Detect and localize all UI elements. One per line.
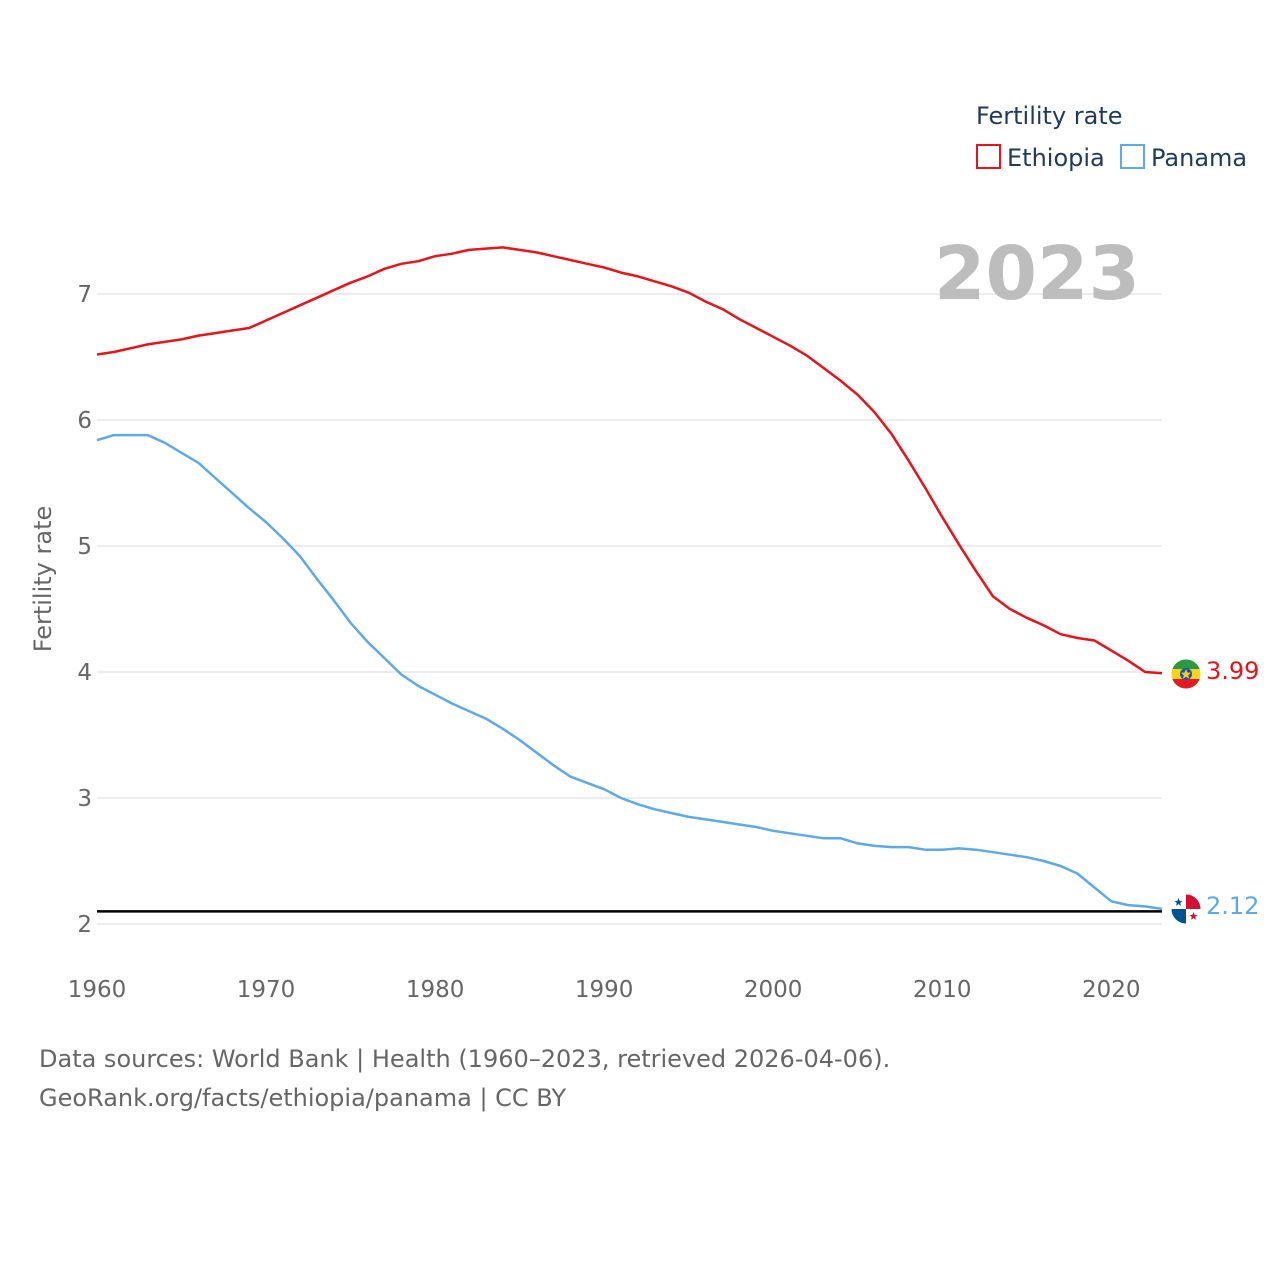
y-axis-ticks: 2 3 4 5 6 7	[77, 282, 92, 938]
y-tick-label-4: 4	[77, 660, 92, 686]
grid-lines	[97, 293, 1162, 925]
ethiopia-end-value: 3.99	[1206, 657, 1259, 685]
legend-title: Fertility rate	[976, 102, 1123, 130]
panama-flag-icon	[1170, 893, 1202, 925]
legend-swatch-ethiopia[interactable]	[976, 144, 1001, 169]
x-axis-ticks: 1960 1970 1980 1990 2000 2010 2020	[68, 977, 1141, 1003]
x-tick-label-2010: 2010	[913, 977, 972, 1003]
x-tick-label-1990: 1990	[575, 977, 634, 1003]
x-tick-label-2020: 2020	[1082, 977, 1141, 1003]
y-tick-label-3: 3	[77, 786, 92, 812]
x-tick-label-1960: 1960	[68, 977, 127, 1003]
legend: Fertility rate Ethiopia Panama	[976, 102, 1247, 172]
series-line-panama	[96, 433, 1163, 911]
footer-credit: GeoRank.org/facts/ethiopia/panama | CC B…	[39, 1084, 567, 1112]
legend-label-panama[interactable]: Panama	[1151, 144, 1247, 172]
series-group	[96, 246, 1163, 911]
year-label: 2023	[934, 231, 1140, 317]
panama-end-value: 2.12	[1206, 892, 1259, 920]
y-tick-label-6: 6	[77, 408, 92, 434]
legend-label-ethiopia[interactable]: Ethiopia	[1007, 144, 1105, 172]
series-line-ethiopia	[96, 246, 1163, 675]
legend-swatch-panama[interactable]	[1120, 144, 1145, 169]
y-tick-label-2: 2	[77, 912, 92, 938]
y-tick-label-5: 5	[77, 534, 92, 560]
y-axis-label: Fertility rate	[29, 506, 57, 653]
x-tick-label-1980: 1980	[406, 977, 465, 1003]
y-tick-label-7: 7	[77, 282, 92, 308]
x-tick-label-1970: 1970	[237, 977, 296, 1003]
ethiopia-flag-icon	[1170, 658, 1202, 690]
footer-source: Data sources: World Bank | Health (1960–…	[39, 1045, 891, 1073]
x-tick-label-2000: 2000	[744, 977, 803, 1003]
